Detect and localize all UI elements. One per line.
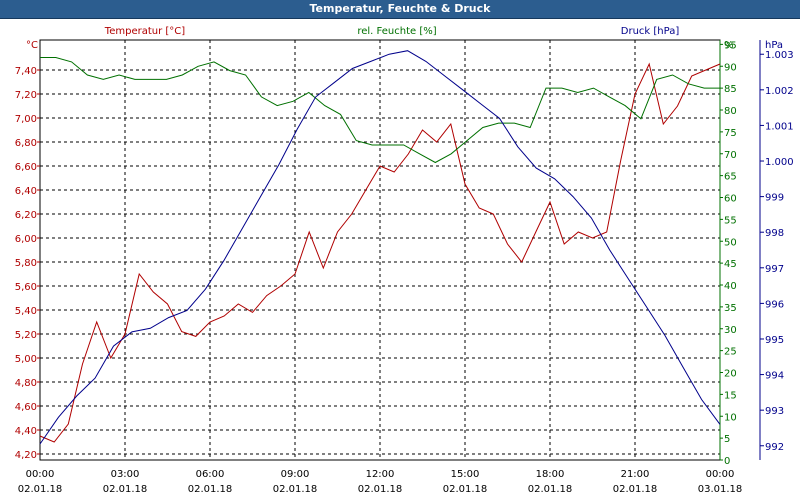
- x-tick-time: 15:00: [451, 469, 480, 480]
- temp-tick-label: 7,40: [15, 66, 37, 77]
- series-line-temperature: [39, 62, 721, 443]
- humidity-tick-label: 60: [724, 194, 737, 205]
- pressure-tick-label: 1.003: [765, 50, 794, 61]
- temp-tick-label: 5,40: [15, 306, 37, 317]
- pressure-axis-title: Druck [hPa]: [621, 26, 680, 37]
- chart-grid: [40, 40, 720, 460]
- pressure-tick-label: 995: [765, 335, 784, 346]
- humidity-tick-label: 20: [724, 369, 737, 380]
- x-tick-time: 12:00: [366, 469, 395, 480]
- humidity-tick-label: 50: [724, 237, 737, 248]
- pressure-tick-label: 993: [765, 406, 784, 417]
- humidity-tick-label: 35: [724, 303, 737, 314]
- temp-tick-label: 4,40: [15, 426, 37, 437]
- temp-tick-label: 5,80: [15, 258, 37, 269]
- temp-tick-label: 4,20: [15, 450, 37, 461]
- temp-tick-label: 6,20: [15, 210, 37, 221]
- x-tick-time: 03:00: [111, 469, 140, 480]
- x-tick-time: 18:00: [536, 469, 565, 480]
- temp-tick-label: 6,60: [15, 162, 37, 173]
- humidity-tick-label: 15: [724, 390, 737, 401]
- x-tick-time: 09:00: [281, 469, 310, 480]
- x-tick-date: 02.01.18: [613, 484, 658, 495]
- pressure-tick-label: 1.002: [765, 86, 794, 97]
- x-tick-date: 02.01.18: [103, 484, 148, 495]
- chart-series: [39, 50, 721, 445]
- temp-tick-label: 4,60: [15, 402, 37, 413]
- pressure-tick-label: 998: [765, 228, 784, 239]
- x-tick-date: 02.01.18: [528, 484, 573, 495]
- x-tick-time: 21:00: [621, 469, 650, 480]
- window-title: Temperatur, Feuchte & Druck: [309, 2, 491, 15]
- temp-tick-label: 6,40: [15, 186, 37, 197]
- pressure-tick-label: 997: [765, 264, 784, 275]
- humidity-tick-label: 0: [724, 456, 730, 467]
- temp-tick-label: 5,60: [15, 282, 37, 293]
- temp-axis-title: Temperatur [°C]: [104, 26, 185, 37]
- pressure-tick-label: 1.000: [765, 157, 794, 168]
- humidity-tick-label: 10: [724, 412, 737, 423]
- humidity-tick-label: 45: [724, 259, 737, 270]
- x-tick-time: 00:00: [26, 469, 55, 480]
- x-tick-date: 02.01.18: [443, 484, 488, 495]
- series-line-humidity: [40, 57, 720, 164]
- humidity-tick-label: 55: [724, 215, 737, 226]
- pressure-tick-label: 992: [765, 442, 784, 453]
- pressure-unit-label: hPa: [765, 40, 783, 51]
- temp-tick-label: 5,00: [15, 354, 37, 365]
- humidity-tick-label: 5: [724, 434, 730, 445]
- x-tick-time: 00:00: [706, 469, 735, 480]
- x-tick-date: 02.01.18: [358, 484, 403, 495]
- humidity-tick-label: 90: [724, 62, 737, 73]
- humidity-tick-label: 75: [724, 128, 737, 139]
- humidity-axis-title: rel. Feuchte [%]: [357, 26, 436, 37]
- window-title-bar: Temperatur, Feuchte & Druck: [0, 0, 800, 19]
- pressure-tick-label: 999: [765, 193, 784, 204]
- humidity-tick-label: 95: [724, 40, 737, 51]
- x-tick-date: 02.01.18: [188, 484, 233, 495]
- x-tick-date: 02.01.18: [273, 484, 318, 495]
- pressure-tick-label: 1.001: [765, 121, 794, 132]
- humidity-tick-label: 65: [724, 172, 737, 183]
- series-line-pressure: [39, 50, 721, 445]
- temp-tick-label: 6,00: [15, 234, 37, 245]
- x-tick-time: 06:00: [196, 469, 225, 480]
- temp-unit-label: °C: [26, 40, 38, 51]
- temp-tick-label: 4,80: [15, 378, 37, 389]
- pressure-tick-label: 994: [765, 371, 784, 382]
- temp-tick-label: 6,80: [15, 138, 37, 149]
- pressure-tick-label: 996: [765, 299, 784, 310]
- humidity-unit-label: %: [724, 40, 734, 51]
- humidity-tick-label: 30: [724, 325, 737, 336]
- humidity-tick-label: 40: [724, 281, 737, 292]
- humidity-tick-label: 70: [724, 150, 737, 161]
- x-tick-date: 03.01.18: [698, 484, 743, 495]
- temp-tick-label: 5,20: [15, 330, 37, 341]
- temp-tick-label: 7,20: [15, 90, 37, 101]
- chart-axes: [37, 40, 764, 461]
- humidity-tick-label: 85: [724, 84, 737, 95]
- humidity-tick-label: 80: [724, 106, 737, 117]
- humidity-tick-label: 25: [724, 347, 737, 358]
- chart-labels: 00:00 02.01.18 03:00 02.01.18 06:00 02.01.18 0…: [15, 26, 794, 495]
- x-tick-date: 02.01.18: [18, 484, 63, 495]
- temp-tick-label: 7,00: [15, 114, 37, 125]
